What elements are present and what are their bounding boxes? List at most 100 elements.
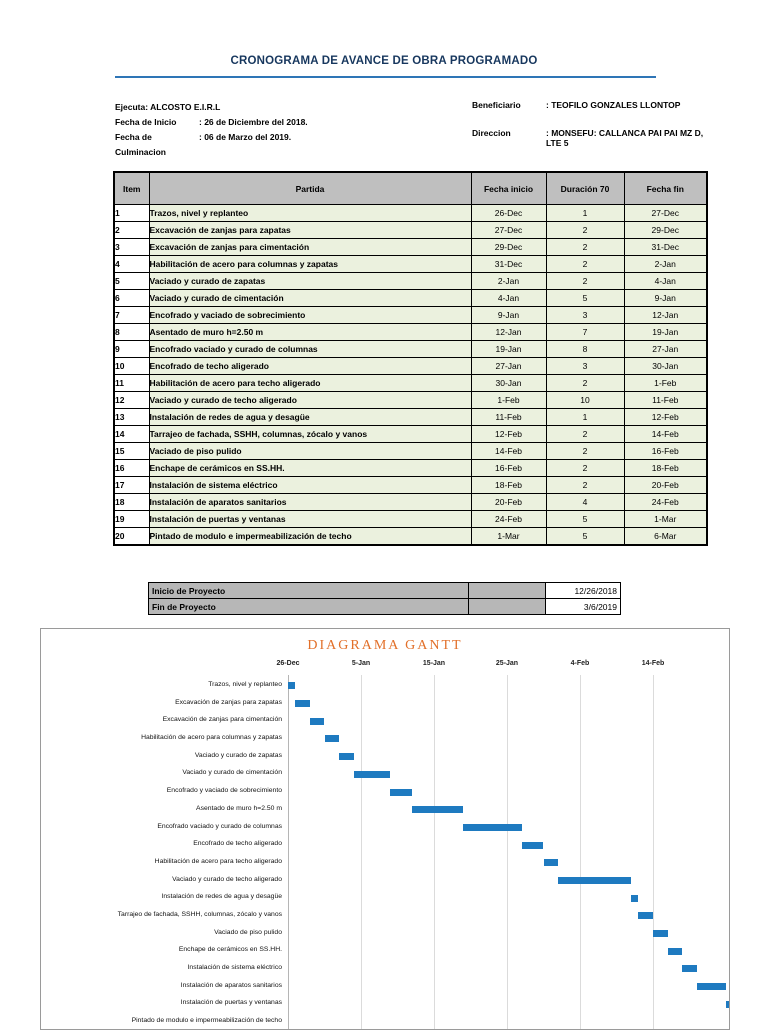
cell-fecha-inicio: 1-Feb xyxy=(470,391,547,409)
gantt-row: Instalación de sistema eléctrico xyxy=(41,960,729,978)
summary-table-body: Inicio de Proyecto 12/26/2018 Fin de Proye… xyxy=(148,582,621,615)
gantt-row: Asentado de muro h=2.50 m xyxy=(41,801,729,819)
cell-partida: Instalación de aparatos sanitarios xyxy=(148,493,472,511)
cell-fecha-fin: 1-Mar xyxy=(623,510,708,528)
gantt-bar xyxy=(288,682,296,690)
cell-item: 17 xyxy=(113,476,150,494)
cell-fecha-inicio: 19-Jan xyxy=(470,340,547,358)
gantt-row: Encofrado de techo aligerado xyxy=(41,836,729,854)
cell-partida: Encofrado y vaciado de sobrecimiento xyxy=(148,306,472,324)
gantt-bar xyxy=(726,1000,729,1008)
table-row: 16 Enchape de cerámicos en SS.HH. 16-Feb 2 1… xyxy=(113,459,708,477)
header-fecha-fin: Fecha fin xyxy=(623,171,708,205)
cell-item: 7 xyxy=(113,306,150,324)
cell-fecha-fin: 31-Dec xyxy=(623,238,708,256)
ejecuta-text: Ejecuta: ALCOSTO E.I.R.L xyxy=(115,102,221,112)
cell-fecha-inicio: 2-Jan xyxy=(470,272,547,290)
axis-tick-label: 5-Jan xyxy=(351,660,371,667)
cell-fecha-inicio: 9-Jan xyxy=(470,306,547,324)
gantt-bar xyxy=(631,894,639,902)
cell-partida: Instalación de sistema eléctrico xyxy=(148,476,472,494)
gantt-bar xyxy=(638,912,653,920)
table-row: 4 Habilitación de acero para columnas y z… xyxy=(113,255,708,273)
cell-duracion: 5 xyxy=(545,527,625,546)
header-partida: Partida xyxy=(148,171,472,205)
cell-fecha-inicio: 26-Dec xyxy=(470,204,547,222)
gantt-x-axis: 26-Dec 5-Jan 15-Jan 25-Jan 4-Feb 14-Feb xyxy=(41,660,729,672)
gantt-bar xyxy=(696,983,726,991)
gantt-task-label: Excavación de zanjas para zapatas xyxy=(175,698,282,706)
cell-fecha-fin: 27-Jan xyxy=(623,340,708,358)
cell-fecha-fin: 16-Feb xyxy=(623,442,708,460)
table-row: 15 Vaciado de piso pulido 14-Feb 2 16-Feb xyxy=(113,442,708,460)
cell-fecha-fin: 18-Feb xyxy=(623,459,708,477)
cell-duracion: 8 xyxy=(545,340,625,358)
cell-duracion: 2 xyxy=(545,476,625,494)
table-row: 7 Encofrado y vaciado de sobrecimiento 9-J… xyxy=(113,306,708,324)
cell-item: 12 xyxy=(113,391,150,409)
gantt-task-label: Asentado de muro h=2.50 m xyxy=(196,804,282,812)
table-row: 5 Vaciado y curado de zapatas 2-Jan 2 4-Jan xyxy=(113,272,708,290)
cell-item: 16 xyxy=(113,459,150,477)
cell-fecha-fin: 6-Mar xyxy=(623,527,708,546)
table-row: 9 Encofrado vaciado y curado de columnas 1… xyxy=(113,340,708,358)
cell-fecha-fin: 30-Jan xyxy=(623,357,708,375)
cell-duracion: 5 xyxy=(545,510,625,528)
gantt-bar xyxy=(682,965,697,973)
cell-duracion: 5 xyxy=(545,289,625,307)
fecha-inicio-label: Fecha de Inicio xyxy=(115,117,177,127)
cell-partida: Trazos, nivel y replanteo xyxy=(148,204,472,222)
cell-fecha-fin: 9-Jan xyxy=(623,289,708,307)
cell-duracion: 1 xyxy=(545,204,625,222)
cell-item: 5 xyxy=(113,272,150,290)
cell-fecha-inicio: 27-Dec xyxy=(470,221,547,239)
summary-value: 3/6/2019 xyxy=(545,598,621,615)
gantt-task-label: Instalación de puertas y ventanas xyxy=(180,999,282,1007)
cell-item: 1 xyxy=(113,204,150,222)
cell-fecha-fin: 2-Jan xyxy=(623,255,708,273)
cell-fecha-inicio: 24-Feb xyxy=(470,510,547,528)
table-row: 2 Excavación de zanjas para zapatas 27-Dec… xyxy=(113,221,708,239)
gantt-bar xyxy=(412,806,464,814)
gantt-row: Habilitación de acero para techo aligera… xyxy=(41,854,729,872)
schedule-table-body: 1 Trazos, nivel y replanteo 26-Dec 1 27-Dec 2… xyxy=(113,204,708,546)
gridline xyxy=(580,675,581,1029)
document-meta: Ejecuta: ALCOSTO E.I.R.L Fecha de Inicio… xyxy=(115,100,707,160)
table-row: 3 Excavación de zanjas para cimentación 29… xyxy=(113,238,708,256)
fecha-culminacion-value: : 06 de Marzo del 2019. xyxy=(199,132,292,142)
summary-row: Fin de Proyecto 3/6/2019 xyxy=(148,598,621,615)
summary-spacer xyxy=(468,598,546,615)
gridline xyxy=(653,675,654,1029)
cell-partida: Encofrado vaciado y curado de columnas xyxy=(148,340,472,358)
beneficiario-value: : TEOFILO GONZALES LLONTOP xyxy=(546,100,681,110)
table-row: 17 Instalación de sistema eléctrico 18-Feb… xyxy=(113,476,708,494)
gantt-task-label: Instalación de redes de agua y desagüe xyxy=(161,893,282,901)
cell-fecha-inicio: 14-Feb xyxy=(470,442,547,460)
gantt-bar xyxy=(558,876,632,884)
cell-item: 18 xyxy=(113,493,150,511)
cell-duracion: 7 xyxy=(545,323,625,341)
gantt-task-label: Encofrado y vaciado de sobrecimiento xyxy=(166,787,282,795)
cell-partida: Vaciado y curado de techo aligerado xyxy=(148,391,472,409)
cell-fecha-inicio: 4-Jan xyxy=(470,289,547,307)
cell-item: 15 xyxy=(113,442,150,460)
table-row: 18 Instalación de aparatos sanitarios 20-F… xyxy=(113,493,708,511)
gantt-row: Pintado de modulo e impermeabilización d… xyxy=(41,1013,729,1029)
cell-duracion: 2 xyxy=(545,442,625,460)
fecha-inicio-value: : 26 de Diciembre del 2018. xyxy=(199,117,308,127)
schedule-table: Item Partida Fecha inicio Duración 70 Fe… xyxy=(113,171,708,546)
cell-fecha-fin: 11-Feb xyxy=(623,391,708,409)
cell-duracion: 2 xyxy=(545,272,625,290)
table-row: 10 Encofrado de techo aligerado 27-Jan 3 30-… xyxy=(113,357,708,375)
cell-partida: Habilitación de acero para techo aligera… xyxy=(148,374,472,392)
cell-item: 13 xyxy=(113,408,150,426)
gantt-row: Vaciado y curado de techo aligerado xyxy=(41,872,729,890)
gantt-rows: Trazos, nivel y replanteo Excavación de z… xyxy=(41,677,729,1029)
gantt-bar xyxy=(353,770,391,778)
axis-tick-label: 25-Jan xyxy=(495,660,519,667)
gantt-task-label: Instalación de aparatos sanitarios xyxy=(180,981,282,989)
summary-value: 12/26/2018 xyxy=(545,582,621,599)
cell-duracion: 4 xyxy=(545,493,625,511)
gantt-task-label: Enchape de cerámicos en SS.HH. xyxy=(178,946,282,954)
